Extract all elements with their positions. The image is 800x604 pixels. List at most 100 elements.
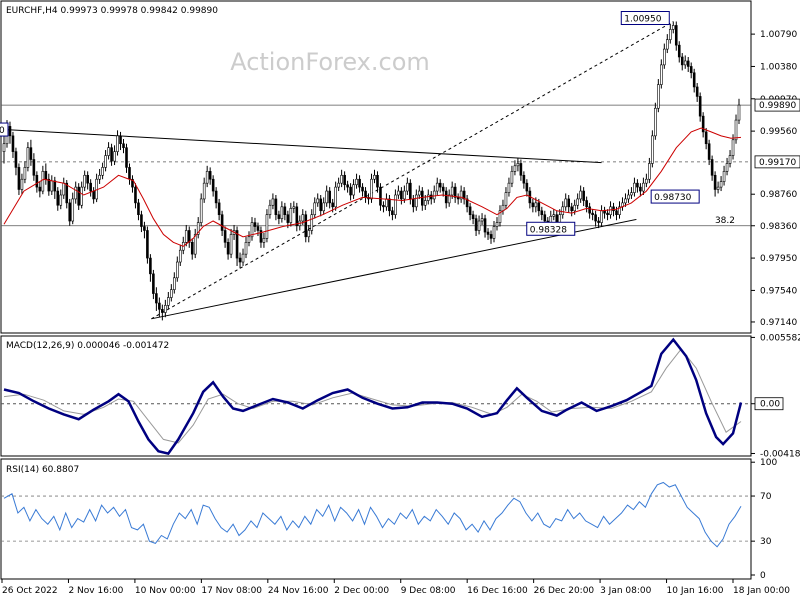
candle-body <box>450 186 454 196</box>
candle-body <box>432 190 436 200</box>
candle-body <box>537 202 541 212</box>
annotations: 1.00950 0.98730 0.98328 38.2 0 <box>0 11 735 236</box>
candle-body <box>426 194 430 201</box>
candle-body <box>453 186 457 198</box>
candle-body <box>110 147 113 162</box>
rsi-tick-label: 30 <box>760 537 772 547</box>
rsi-level-lines <box>1 495 751 542</box>
candle-body <box>486 231 490 235</box>
candle-body <box>668 29 672 40</box>
candle-body <box>41 171 45 192</box>
candle-body <box>689 66 693 74</box>
time-tick-label: 2 Dec 00:00 <box>334 586 389 596</box>
time-tick-label: 24 Nov 16:00 <box>268 586 329 596</box>
time-tick-label: 2 Nov 16:00 <box>68 586 123 596</box>
watermark: ActionForex.com <box>230 48 430 76</box>
candle-body <box>355 178 358 186</box>
candle-body <box>648 163 651 180</box>
candle-body <box>35 174 39 188</box>
candle-body <box>725 163 729 172</box>
price-annotation-box <box>0 122 9 137</box>
candle-body <box>516 163 520 167</box>
price-tick-label: 0.97140 <box>760 318 797 328</box>
moving-average-line <box>3 127 742 247</box>
candle-body <box>140 214 143 227</box>
candle-body <box>50 180 54 192</box>
candle-body <box>59 194 63 206</box>
candle-body <box>286 214 290 223</box>
candle-body <box>645 178 648 184</box>
price-annotation-label: 0.98328 <box>530 225 567 235</box>
candle-body <box>585 200 588 208</box>
price-pane-border <box>0 0 752 334</box>
time-tick-label: 9 Dec 08:00 <box>401 586 456 596</box>
price-annotation-box <box>620 11 670 26</box>
candle-body <box>26 147 30 168</box>
candle-body <box>704 131 708 145</box>
candle-body <box>492 226 496 239</box>
candle-body <box>615 210 618 216</box>
candle-body <box>89 182 92 192</box>
candle-body <box>328 190 331 204</box>
candle-body <box>226 242 230 255</box>
candle-body <box>570 206 573 212</box>
candle-body <box>143 226 146 231</box>
candle-body <box>468 206 472 216</box>
candle-body <box>420 190 424 206</box>
candle-body <box>683 60 687 66</box>
candle-body <box>280 206 284 219</box>
candle-body <box>74 186 78 200</box>
candle-body <box>292 206 296 209</box>
price-tick-label: 1.00790 <box>760 30 797 40</box>
candle-body <box>253 222 257 227</box>
candle-body <box>409 182 412 200</box>
trend-lines <box>3 21 674 320</box>
candle-body <box>223 230 227 243</box>
candle-body <box>549 215 553 223</box>
candle-body <box>361 186 364 192</box>
candle-body <box>513 165 517 172</box>
candle-body <box>618 206 621 216</box>
candle-body <box>582 190 585 201</box>
candle-body <box>597 220 600 223</box>
candle-body <box>737 104 741 121</box>
candle-body <box>379 186 382 206</box>
price-annotation-label: 0 <box>0 126 5 136</box>
time-tick-label: 16 Dec 16:00 <box>467 586 528 596</box>
candle-body <box>101 167 104 176</box>
candle-body <box>603 210 606 214</box>
time-tick-label: 18 Jan 00:00 <box>733 586 790 596</box>
candle-body <box>196 222 200 235</box>
candle-body <box>519 163 523 176</box>
candle-body <box>561 206 565 216</box>
candle-body <box>125 147 128 168</box>
current-price-label: 0.99890 <box>759 101 796 111</box>
rsi-tick-label: 0 <box>760 571 766 581</box>
candle-body <box>674 25 678 46</box>
candle-body <box>397 190 400 196</box>
candle-body <box>441 186 445 192</box>
candle-body <box>199 198 203 223</box>
candle-body <box>531 202 535 208</box>
candle-body <box>576 198 579 206</box>
price-tick-label: 1.00380 <box>760 62 797 72</box>
candle-body <box>394 194 397 216</box>
time-tick-label: 26 Dec 20:00 <box>534 586 595 596</box>
candle-body <box>170 289 173 298</box>
candle-body <box>11 135 15 152</box>
candle-body <box>161 309 164 313</box>
candle-body <box>415 194 418 208</box>
candle-body <box>639 186 642 192</box>
candle-body <box>331 202 334 208</box>
candle-body <box>471 214 475 219</box>
rsi-header: RSI(14) 60.8807 <box>6 465 79 475</box>
candle-body <box>295 206 299 227</box>
candle-body <box>113 151 116 162</box>
candle-body <box>241 253 245 263</box>
level-price-label-box <box>754 155 800 169</box>
level-price-label: 0.99170 <box>759 158 796 168</box>
candle-body <box>624 198 627 204</box>
candle-body <box>20 178 24 190</box>
candle-body <box>80 186 83 206</box>
